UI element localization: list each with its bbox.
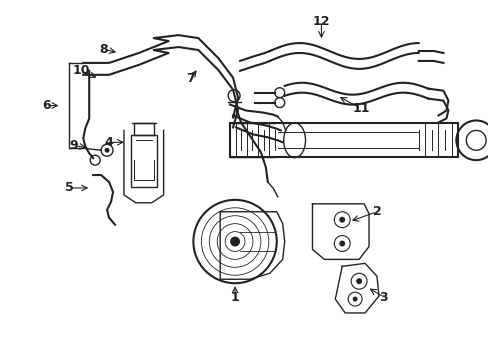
Circle shape <box>353 297 358 302</box>
Circle shape <box>104 148 110 153</box>
Text: 5: 5 <box>65 181 74 194</box>
Text: 4: 4 <box>105 136 113 149</box>
Text: 2: 2 <box>372 205 381 218</box>
Text: 3: 3 <box>380 291 388 303</box>
Bar <box>134 123 154 135</box>
Bar <box>131 135 157 187</box>
Text: 9: 9 <box>69 139 77 152</box>
Text: 11: 11 <box>352 102 370 115</box>
Text: 12: 12 <box>313 15 330 28</box>
Text: 6: 6 <box>42 99 51 112</box>
Circle shape <box>339 240 345 247</box>
Text: 10: 10 <box>73 64 90 77</box>
Text: 7: 7 <box>186 72 195 85</box>
Bar <box>230 123 458 157</box>
Text: 1: 1 <box>231 291 240 303</box>
Circle shape <box>230 237 240 247</box>
Text: 8: 8 <box>99 42 107 55</box>
Circle shape <box>356 278 362 284</box>
Circle shape <box>339 217 345 223</box>
